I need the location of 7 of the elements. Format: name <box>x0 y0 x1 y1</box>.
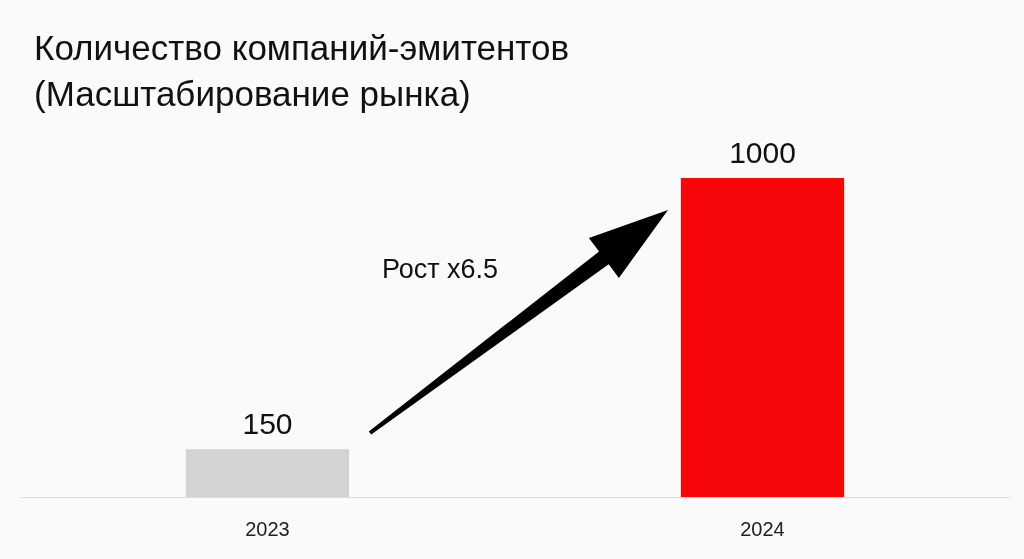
x-tick-label: 2023 <box>245 517 290 540</box>
data-label: 150 <box>242 407 293 441</box>
x-tick-label: 2024 <box>740 517 785 540</box>
annotation: Рост x6.5 <box>381 254 499 284</box>
data-label: 1000 <box>729 136 796 169</box>
text: Количество компаний-эмитентов <box>34 28 570 67</box>
text: (Масштабирование рынка) <box>34 74 471 113</box>
